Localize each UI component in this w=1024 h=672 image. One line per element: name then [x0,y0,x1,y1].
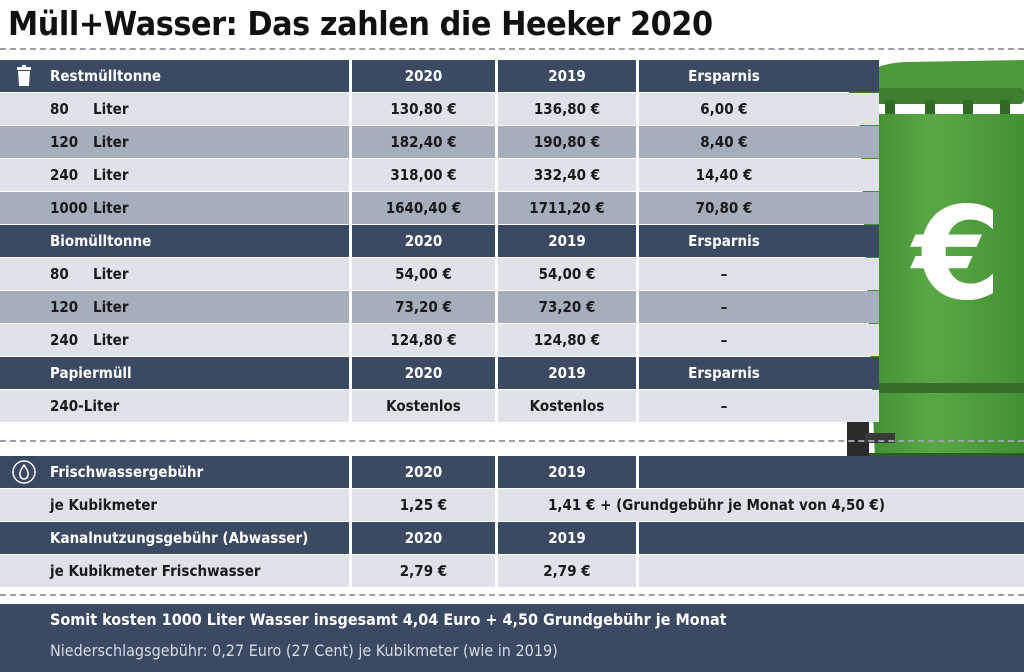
frischwasser-title: Frischwassergebühr [50,463,204,481]
price-2020: 73,20 € [395,298,452,316]
saving: – [720,298,728,316]
saving: – [720,265,728,283]
table-row: je Kubikmeter Frischwasser 2,79 € 2,79 € [0,555,1024,587]
col-ersparnis: Ersparnis [688,232,760,250]
table-row: je Kubikmeter 1,25 € 1,41 € + (Grundgebü… [0,489,1024,521]
footer-summary: Somit kosten 1000 Liter Wasser insgesamt… [0,604,1024,672]
price-2020: 1,25 € [399,496,448,514]
price-2019: 124,80 € [533,331,601,349]
size-unit: Liter [93,100,129,118]
rain-fee-line: Niederschlagsgebühr: 0,27 Euro (27 Cent)… [50,641,558,660]
size-value: 120 [50,133,79,151]
biomuell-header-row: Biomülltonne 2020 2019 Ersparnis [0,225,1024,257]
trash-can-icon [12,64,38,88]
price-2020: 2,79 € [399,562,448,580]
price-2019: 54,00 € [538,265,596,283]
size-value: 80 [50,265,69,283]
section-divider [0,440,1024,442]
price-2019: 332,40 € [533,166,601,184]
size-value: 240 [50,166,79,184]
col-2020: 2020 [404,232,443,250]
size-unit: Liter [93,331,129,349]
saving: – [720,331,728,349]
price-2020: 182,40 € [390,133,457,151]
price-2020: 318,00 € [390,166,457,184]
col-2020: 2020 [404,364,443,382]
col-2019: 2019 [548,463,586,481]
euro-symbol: € [909,180,1001,329]
kanal-header-row: Kanalnutzungsgebühr (Abwasser) 2020 2019 [0,522,1024,554]
saving: 70,80 € [695,199,753,217]
col-2019: 2019 [548,232,586,250]
col-2019: 2019 [548,364,586,382]
page-title: Müll+Wasser: Das zahlen die Heeker 2020 [8,4,713,43]
restmuell-title: Restmülltonne [50,67,162,85]
size-value: 1000 [50,199,88,217]
saving: 14,40 € [695,166,753,184]
price-2019: 136,80 € [533,100,601,118]
papier-header-row: Papiermüll 2020 2019 Ersparnis [0,357,1024,389]
col-ersparnis: Ersparnis [688,67,760,85]
frischwasser-header-row: Frischwassergebühr 2020 2019 [0,456,1024,488]
water-drop-icon [12,460,38,484]
footer-divider [0,594,1024,596]
row-label: je Kubikmeter [50,496,158,514]
price-2019: 190,80 € [533,133,601,151]
table-row: 80 Liter 54,00 € 54,00 € – [0,258,1024,290]
col-2020: 2020 [404,529,443,547]
title-divider [0,48,1024,50]
saving: 6,00 € [700,100,748,118]
col-2019: 2019 [548,67,586,85]
biomuell-title: Biomülltonne [50,232,152,250]
table-row: 240 Liter 124,80 € 124,80 € – [0,324,1024,356]
saving: – [720,397,728,415]
size-unit: Liter [93,133,129,151]
row-label: 240-Liter [50,397,120,415]
price-2020: Kostenlos [386,397,461,415]
restmuell-header-row: Restmülltonne 2020 2019 Ersparnis [0,60,1024,92]
table-row: 120 Liter 73,20 € 73,20 € – [0,291,1024,323]
saving: 8,40 € [700,133,748,151]
col-2019: 2019 [548,529,586,547]
col-2020: 2020 [404,67,443,85]
size-unit: Liter [93,166,129,184]
papier-title: Papiermüll [50,364,132,382]
price-2019: 1,41 € + (Grundgebühr je Monat von 4,50 … [548,496,885,514]
size-value: 120 [50,298,79,316]
col-ersparnis: Ersparnis [688,364,760,382]
table-row: 1000 Liter 1640,40 € 1711,20 € 70,80 € [0,192,1024,224]
price-2019: Kostenlos [529,397,605,415]
price-2020: 130,80 € [390,100,457,118]
size-unit: Liter [93,265,129,283]
size-value: 240 [50,331,79,349]
price-2019: 2,79 € [543,562,591,580]
table-row: 120 Liter 182,40 € 190,80 € 8,40 € [0,126,1024,158]
price-2019: 1711,20 € [529,199,605,217]
size-unit: Liter [93,298,129,316]
size-value: 80 [50,100,69,118]
table-row: 240 Liter 318,00 € 332,40 € 14,40 € [0,159,1024,191]
col-2020: 2020 [404,463,443,481]
price-2019: 73,20 € [538,298,596,316]
price-2020: 124,80 € [390,331,457,349]
table-row: 240-Liter Kostenlos Kostenlos – [0,390,1024,422]
size-unit: Liter [93,199,129,217]
table-row: 80 Liter 130,80 € 136,80 € 6,00 € [0,93,1024,125]
kanal-title: Kanalnutzungsgebühr (Abwasser) [50,529,309,547]
price-2020: 1640,40 € [385,199,462,217]
summary-line: Somit kosten 1000 Liter Wasser insgesamt… [50,610,727,629]
row-label: je Kubikmeter Frischwasser [50,562,261,580]
price-2020: 54,00 € [395,265,452,283]
